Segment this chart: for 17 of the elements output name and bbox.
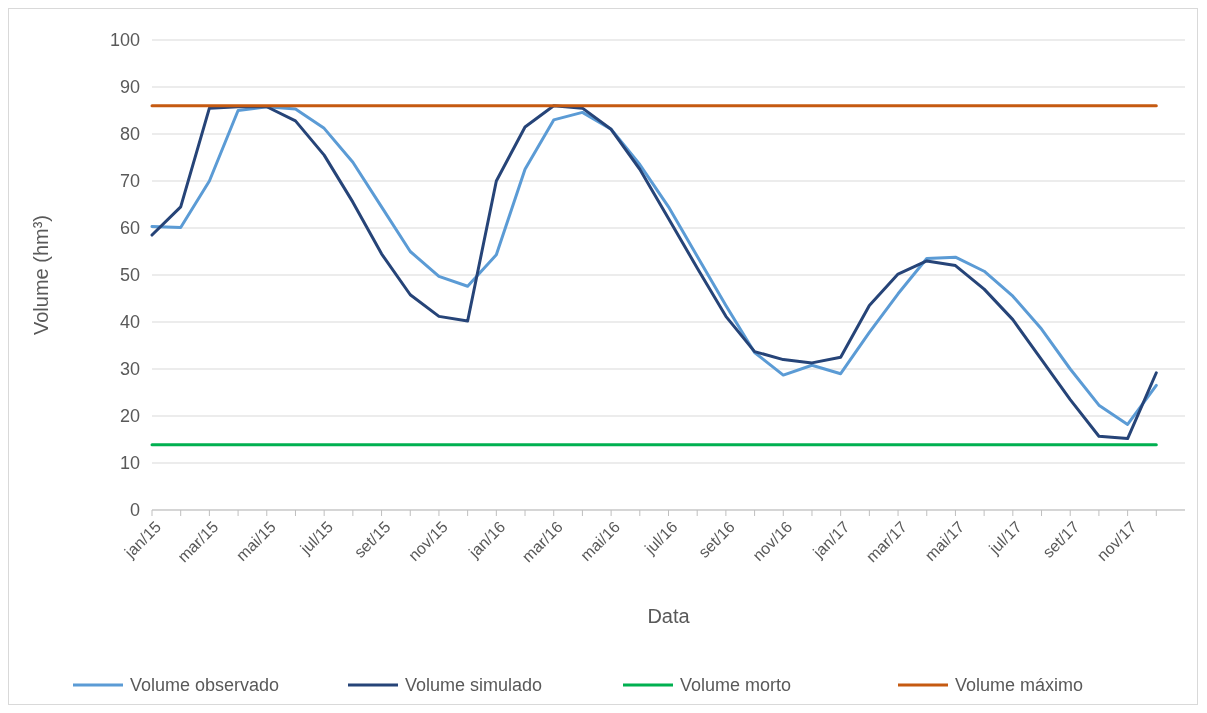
y-tick-label: 70 [119, 171, 140, 192]
y-tick-label: 90 [119, 77, 140, 98]
y-tick-label: 30 [119, 359, 140, 380]
y-tick-label: 80 [119, 124, 140, 145]
y-tick-label: 50 [119, 265, 140, 286]
y-tick-label: 40 [119, 312, 140, 333]
legend-label: Volume morto [680, 675, 792, 696]
y-tick-label: 10 [119, 453, 140, 474]
y-tick-label: 0 [129, 500, 140, 521]
x-axis-title: Data [647, 605, 691, 627]
y-tick-label: 20 [119, 406, 140, 427]
y-axis-title: Volume (hm³) [30, 214, 52, 336]
y-tick-label: 60 [119, 218, 140, 239]
legend-label: Volume observado [130, 675, 280, 696]
y-tick-label: 100 [109, 30, 140, 51]
legend-label: Volume máximo [955, 675, 1084, 696]
legend-label: Volume simulado [405, 675, 543, 696]
